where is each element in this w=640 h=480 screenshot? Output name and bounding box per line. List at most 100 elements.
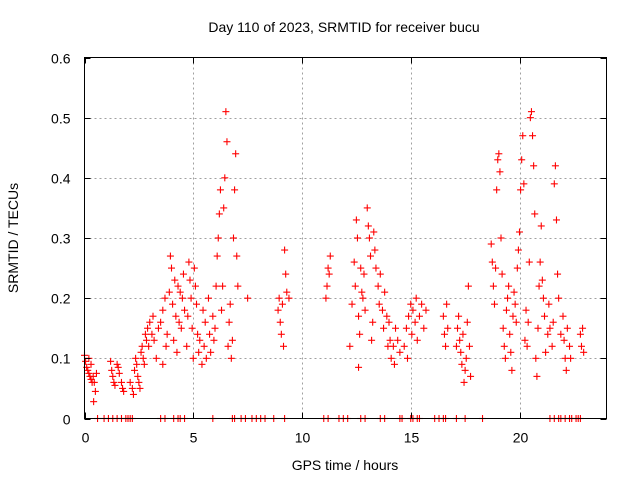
data-point xyxy=(166,252,174,260)
x-tick-label: 10 xyxy=(295,430,311,446)
data-point xyxy=(497,234,505,242)
data-point xyxy=(190,264,198,272)
data-point xyxy=(283,288,291,296)
data-point xyxy=(386,336,394,344)
data-point xyxy=(216,186,224,194)
data-point xyxy=(531,210,539,218)
data-point xyxy=(508,366,516,374)
data-point xyxy=(456,336,464,344)
data-point xyxy=(524,318,532,326)
data-point xyxy=(355,312,363,320)
data-point xyxy=(523,342,531,350)
data-point xyxy=(232,150,240,158)
data-point xyxy=(403,354,411,362)
data-point xyxy=(492,264,500,272)
data-point xyxy=(372,264,380,272)
data-point xyxy=(525,258,533,266)
data-point xyxy=(381,288,389,296)
data-point xyxy=(91,387,99,395)
data-point xyxy=(465,342,473,350)
data-point xyxy=(233,252,241,260)
data-point xyxy=(234,282,242,290)
data-point xyxy=(141,330,149,338)
data-point xyxy=(563,324,571,332)
data-point xyxy=(224,342,232,350)
data-point xyxy=(460,378,468,386)
data-point xyxy=(215,210,223,218)
data-point xyxy=(177,324,185,332)
data-point xyxy=(171,276,179,284)
data-point xyxy=(139,354,147,362)
y-tick-label: 0.3 xyxy=(51,231,71,247)
y-tick-label: 0 xyxy=(63,412,71,428)
data-point xyxy=(128,384,136,392)
data-point xyxy=(551,162,559,170)
data-point xyxy=(357,264,365,272)
y-tick-label: 0.1 xyxy=(51,351,71,367)
data-point xyxy=(557,330,565,338)
data-point xyxy=(211,324,219,332)
data-point xyxy=(185,258,193,266)
data-point xyxy=(559,312,567,320)
data-point xyxy=(120,387,128,395)
data-point xyxy=(516,228,523,236)
data-point xyxy=(548,342,556,350)
data-point xyxy=(546,324,554,332)
data-point xyxy=(408,330,416,338)
data-point xyxy=(499,324,507,332)
y-tick-label: 0.5 xyxy=(51,111,71,127)
data-point xyxy=(358,288,366,296)
x-tick-labels: 0 5 10 15 20 xyxy=(82,430,529,446)
data-point xyxy=(422,306,430,314)
data-point xyxy=(550,180,558,188)
data-point xyxy=(371,246,379,254)
data-point xyxy=(389,342,397,350)
data-point xyxy=(172,312,180,320)
data-point xyxy=(390,360,398,368)
x-tick-label: 20 xyxy=(513,430,529,446)
data-point xyxy=(505,282,513,290)
data-point xyxy=(355,363,363,371)
data-point xyxy=(458,360,466,368)
data-point xyxy=(402,324,410,332)
data-point xyxy=(165,288,173,296)
data-point xyxy=(161,294,169,302)
data-point xyxy=(82,357,90,365)
data-point xyxy=(135,378,143,386)
data-point xyxy=(457,348,465,356)
data-point xyxy=(198,360,206,368)
data-point xyxy=(278,300,286,308)
data-point xyxy=(387,354,395,362)
data-point xyxy=(152,354,160,362)
data-point xyxy=(206,330,214,338)
data-point xyxy=(227,354,235,362)
data-point xyxy=(280,342,288,350)
data-point xyxy=(90,398,98,406)
data-point xyxy=(213,252,221,260)
data-point xyxy=(412,294,420,302)
data-point xyxy=(385,318,393,326)
data-point xyxy=(173,348,181,356)
grid xyxy=(84,57,607,419)
data-point xyxy=(170,336,178,344)
data-point xyxy=(107,357,115,365)
data-point xyxy=(442,342,450,350)
data-point xyxy=(325,270,333,278)
data-point xyxy=(92,369,100,377)
y-tick-label: 0.6 xyxy=(51,51,71,67)
y-tick-label: 0.2 xyxy=(51,291,71,307)
data-point xyxy=(520,180,528,188)
data-point xyxy=(361,306,369,314)
data-point xyxy=(566,342,574,350)
data-point xyxy=(323,282,331,290)
y-tick-label: 0.4 xyxy=(51,171,71,187)
data-point xyxy=(488,258,496,266)
data-point xyxy=(552,216,560,224)
data-point xyxy=(495,150,503,158)
data-point xyxy=(364,222,372,230)
data-point xyxy=(464,282,472,290)
data-point xyxy=(183,342,191,350)
data-point xyxy=(222,108,230,116)
data-point xyxy=(517,186,525,194)
